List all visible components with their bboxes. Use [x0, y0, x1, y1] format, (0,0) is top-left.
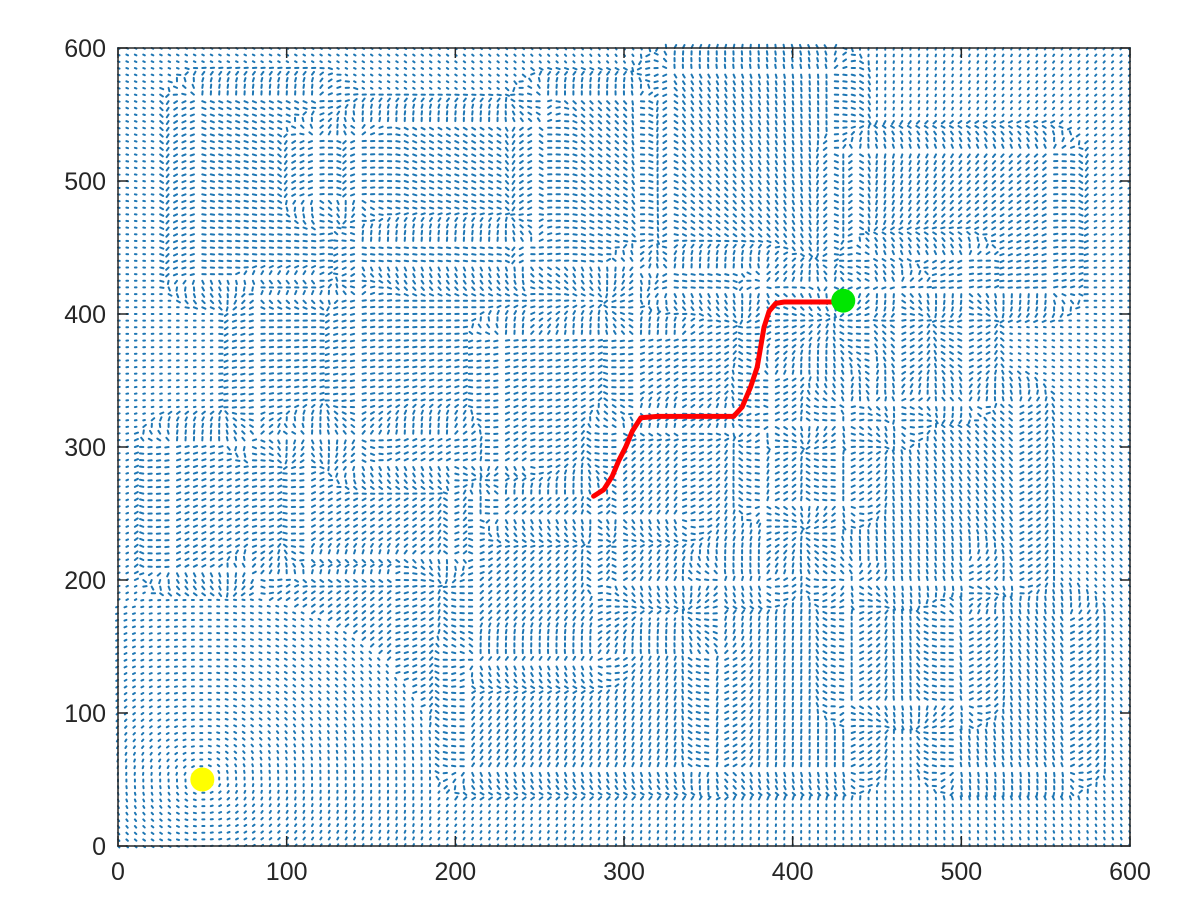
x-tick-label: 300: [603, 858, 645, 886]
x-tick-label: 400: [772, 858, 814, 886]
vector-field: [115, 43, 1131, 849]
y-tick-label: 300: [64, 434, 106, 462]
y-tick-label: 500: [64, 168, 106, 196]
goal-point-marker: [831, 288, 856, 313]
planned-path: [591, 298, 846, 499]
y-axis-ticks: 0 100 200 300 400 500 600: [64, 35, 1130, 861]
planned-path-layer: [190, 288, 856, 792]
x-tick-label: 600: [1109, 858, 1151, 886]
y-tick-label: 100: [64, 700, 106, 728]
y-tick-label: 200: [64, 567, 106, 595]
x-tick-label: 100: [266, 858, 308, 886]
x-tick-label: 500: [940, 858, 982, 886]
quiver-arrows: [115, 43, 1131, 849]
x-axis-ticks: 0 100 200 300 400 500 600: [111, 48, 1151, 886]
y-tick-label: 600: [64, 35, 106, 63]
x-tick-label: 200: [434, 858, 476, 886]
y-tick-label: 0: [92, 833, 106, 861]
y-tick-label: 400: [64, 301, 106, 329]
x-tick-label: 0: [111, 858, 125, 886]
start-point-marker: [190, 767, 215, 792]
